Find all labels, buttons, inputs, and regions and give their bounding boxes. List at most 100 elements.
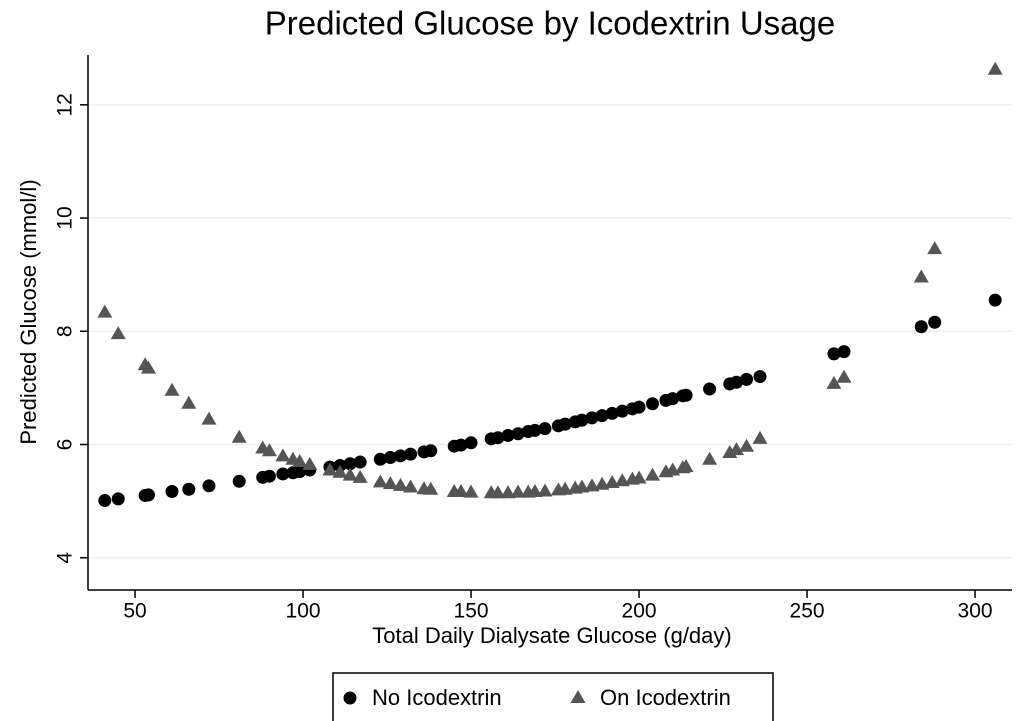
triangle-point (644, 467, 660, 481)
circle-point (558, 417, 572, 431)
circle-point (141, 488, 155, 502)
circle-point (740, 372, 754, 386)
x-tick-label: 100 (286, 600, 321, 623)
triangle-point (826, 375, 842, 389)
circle-point (404, 447, 418, 461)
circle-point (232, 474, 246, 488)
circle-point (383, 451, 397, 465)
triangle-point (728, 442, 744, 456)
triangle-point (500, 485, 516, 499)
triangle-point (342, 467, 358, 481)
triangle-point (382, 476, 398, 490)
circle-point (464, 436, 478, 450)
circle-point (914, 320, 928, 334)
circle-point (293, 465, 307, 479)
triangle-point (352, 469, 368, 483)
circle-point (666, 392, 680, 406)
circle-point (165, 484, 179, 498)
triangle-point (231, 429, 247, 443)
triangle-point (752, 430, 768, 444)
circle-point (501, 428, 515, 442)
triangle-point (463, 484, 479, 498)
circle-point (424, 444, 438, 458)
triangle-point (302, 456, 318, 470)
circle-point (262, 469, 276, 483)
triangle-point (490, 485, 506, 499)
y-tick-label: 8 (54, 325, 77, 337)
y-tick-label: 12 (54, 93, 77, 116)
circle-point (98, 494, 112, 508)
y-tick-label: 10 (54, 206, 77, 229)
circle-point (615, 404, 629, 418)
triangle-point (261, 443, 277, 457)
triangle-point (275, 448, 291, 462)
triangle-point (164, 382, 180, 396)
circle-point (585, 411, 599, 425)
triangle-point (140, 360, 156, 374)
triangle-point (181, 395, 197, 409)
circle-point (343, 691, 357, 705)
triangle-point (678, 459, 694, 473)
x-tick-label: 250 (790, 600, 825, 623)
circle-point (511, 427, 525, 441)
circle-point (753, 370, 767, 384)
legend-label: No Icodextrin (372, 685, 502, 710)
circle-point (595, 409, 609, 423)
triangle-point (574, 479, 590, 493)
circle-point (928, 315, 942, 329)
circle-point (827, 347, 841, 361)
circle-point (837, 345, 851, 359)
circle-point (645, 397, 659, 411)
x-tick-label: 200 (622, 600, 657, 623)
y-tick-label: 6 (54, 439, 77, 451)
circle-point (538, 422, 552, 436)
circle-point (111, 492, 125, 506)
circle-point (454, 438, 468, 452)
circle-point (491, 431, 505, 445)
circle-point (605, 406, 619, 420)
circle-point (182, 482, 196, 496)
triangle-point (557, 481, 573, 495)
triangle-point (423, 481, 439, 495)
triangle-point (332, 464, 348, 478)
circle-point (632, 400, 646, 414)
x-tick-label: 150 (454, 600, 489, 623)
x-axis-label: Total Daily Dialysate Glucose (g/day) (372, 623, 731, 648)
circle-point (703, 382, 717, 396)
triangle-point (987, 61, 1003, 75)
circle-point (729, 375, 743, 389)
triangle-point (403, 479, 419, 493)
triangle-point (836, 369, 852, 383)
x-tick-label: 50 (123, 600, 146, 623)
triangle-point (537, 483, 553, 497)
y-axis-label: Predicted Glucose (mmol/l) (16, 179, 41, 444)
circle-point (202, 479, 216, 493)
triangle-point (927, 241, 943, 255)
circle-point (343, 457, 357, 471)
triangle-point (702, 451, 718, 465)
triangle-point (631, 470, 647, 484)
triangle-point (913, 269, 929, 283)
circle-point (393, 449, 407, 463)
triangle-point (322, 462, 338, 476)
circle-point (988, 293, 1002, 307)
y-tick-label: 4 (54, 552, 77, 564)
triangle-point (739, 438, 755, 452)
triangle-point (372, 474, 388, 488)
circle-point (679, 388, 693, 402)
triangle-point (97, 304, 113, 318)
triangle-point (392, 477, 408, 491)
triangle-point (110, 326, 126, 340)
circle-point (276, 467, 290, 481)
circle-point (353, 455, 367, 469)
legend-box (332, 672, 774, 721)
circle-point (373, 452, 387, 466)
chart-title: Predicted Glucose by Icodextrin Usage (265, 5, 835, 42)
triangle-point (527, 484, 543, 498)
triangle-point (570, 690, 586, 703)
triangle-point (201, 411, 217, 425)
x-tick-label: 300 (958, 600, 993, 623)
triangle-point (510, 484, 526, 498)
triangle-point (292, 454, 308, 468)
